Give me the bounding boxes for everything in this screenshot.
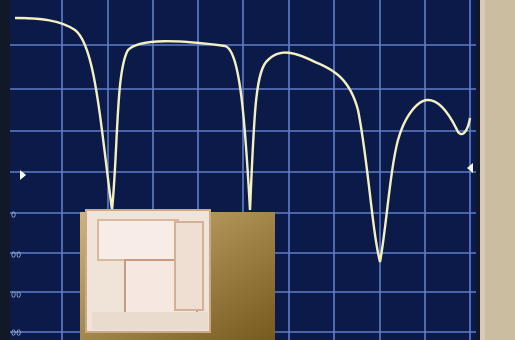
- patch-edge: [92, 312, 208, 330]
- scale-label: 0: [11, 211, 16, 220]
- ref-marker-left: [20, 170, 26, 180]
- scale-label: 00: [11, 329, 21, 338]
- trace: [14, 16, 472, 263]
- wall-shadow: [485, 0, 515, 340]
- scale-label: 00: [11, 251, 21, 260]
- patch-part: [174, 221, 204, 311]
- scale-label: 00: [11, 291, 21, 300]
- patch-part: [97, 219, 179, 261]
- ref-marker-right: [467, 163, 473, 173]
